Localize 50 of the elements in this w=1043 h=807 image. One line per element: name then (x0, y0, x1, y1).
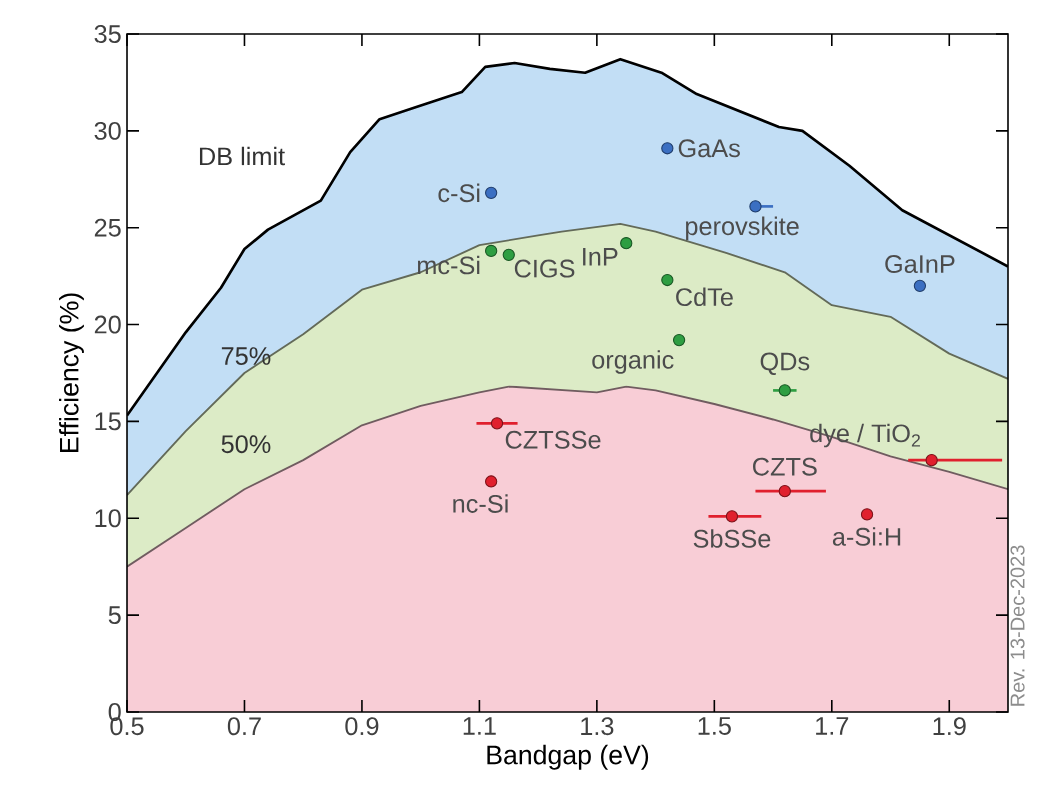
annotation: GaAs (678, 139, 740, 158)
annotation: a-Si:H (832, 527, 901, 546)
point (661, 273, 674, 287)
y-tick-label: 25 (94, 218, 121, 237)
annotation: CZTSSe (505, 430, 601, 449)
point (485, 186, 498, 199)
point (490, 417, 504, 430)
point (485, 244, 498, 258)
y-tick-label: 35 (94, 25, 121, 43)
point (485, 475, 498, 488)
x-tick-label: 1.7 (816, 717, 849, 735)
x-tick-label: 0.9 (345, 717, 379, 736)
annotation: CIGS (514, 259, 575, 278)
y-axis-title: Efficiency (%) (59, 293, 84, 453)
series-label: 75% (221, 347, 271, 365)
y-tick-label: 5 (108, 606, 121, 624)
x-tick-label: 1.1 (463, 717, 496, 735)
point (749, 200, 762, 213)
x-tick-label: 1.9 (933, 717, 966, 736)
point (913, 279, 927, 292)
point (778, 384, 791, 397)
point (661, 142, 674, 155)
annotation: QDs (760, 352, 810, 375)
series-label: DB limit (199, 146, 285, 166)
annotation: GaInP (885, 255, 955, 274)
series-label: 50% (221, 435, 271, 454)
point (502, 248, 515, 261)
annotation: organic (592, 350, 674, 374)
annotation: nc-Si (453, 494, 508, 513)
y-tick-label: 20 (94, 315, 121, 334)
annotation: InP (583, 248, 618, 266)
point (725, 510, 739, 523)
annotation: SbSSe (693, 529, 771, 548)
x-tick-label: 1.5 (698, 717, 731, 735)
point (860, 508, 874, 521)
point (672, 333, 686, 347)
y-tick-label: 10 (95, 509, 121, 528)
text: Rev. 13-Dec-2023 (1010, 545, 1025, 706)
annotation: CdTe (676, 287, 733, 307)
annotation: CZTS (753, 457, 817, 476)
annotation: perovskite (686, 216, 799, 241)
point (778, 485, 791, 498)
x-axis-title: Bandgap (eV) (487, 744, 649, 770)
point (925, 454, 938, 467)
x-tick-label: 0.7 (227, 717, 261, 736)
y-tick-label: 30 (94, 121, 121, 140)
x-tick-label: 1.3 (581, 717, 614, 736)
point (620, 237, 633, 250)
y-tick-label: 15 (95, 412, 121, 431)
annotation: c-Si (438, 183, 480, 203)
